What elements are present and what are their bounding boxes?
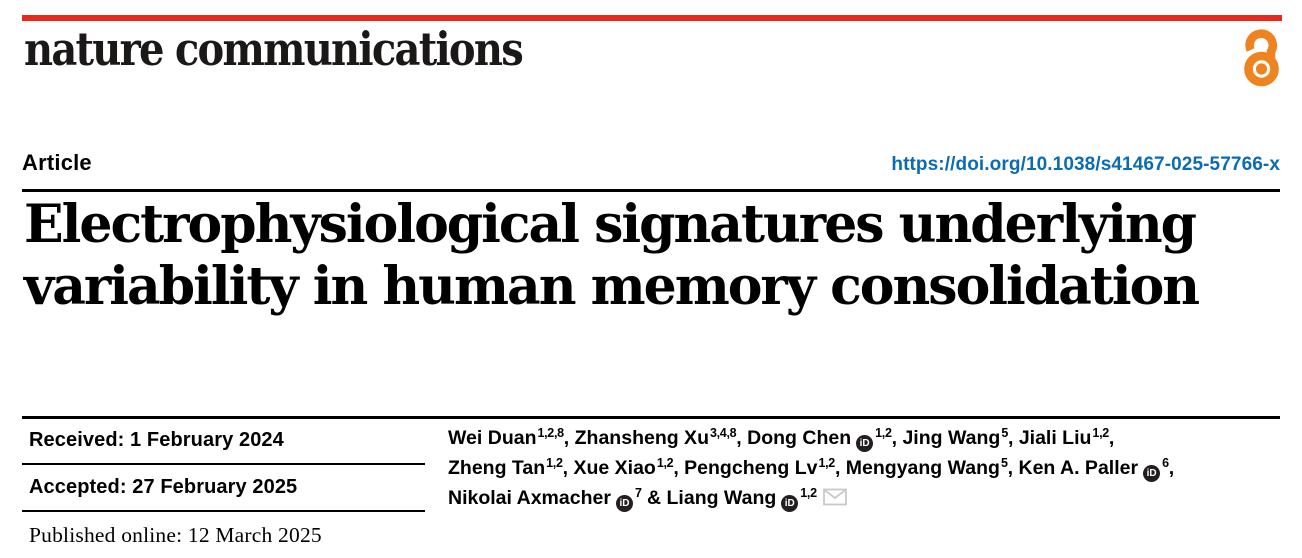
- published-online-date: Published online: 12 March 2025: [29, 522, 322, 547]
- article-history: Received: 1 February 2024 Accepted: 27 F…: [22, 418, 425, 558]
- email-icon[interactable]: [822, 488, 847, 506]
- journal-logo: nature communications: [24, 22, 524, 76]
- author-name: Mengyang Wang: [845, 457, 1000, 479]
- author-name: Dong Chen: [747, 427, 852, 449]
- accepted-date: Accepted: 27 February 2025: [22, 465, 425, 512]
- orcid-icon[interactable]: iD: [856, 435, 874, 452]
- orcid-icon[interactable]: iD: [615, 495, 633, 512]
- author-name: Jing Wang: [902, 427, 1001, 449]
- author-affiliation-sup: 3,4,8: [709, 426, 737, 440]
- article-title: Electrophysiological signatures underlyi…: [24, 194, 1282, 318]
- author-line: Wei Duan1,2,8, Zhansheng Xu3,4,8, Dong C…: [448, 423, 1286, 453]
- header-divider: [22, 189, 1280, 192]
- author-affiliation-sup: 6: [1162, 456, 1169, 470]
- author-line: Zheng Tan1,2, Xue Xiao1,2, Pengcheng Lv1…: [448, 453, 1286, 483]
- article-type-label: Article: [22, 150, 92, 175]
- author-affiliation-sup: 1,2: [875, 426, 892, 440]
- author-name: Ken A. Paller: [1018, 457, 1139, 479]
- author-affiliation-sup: 1,2: [1092, 426, 1109, 440]
- author-name: Wei Duan: [448, 427, 537, 449]
- title-line-1: Electrophysiological signatures underlyi…: [24, 194, 1197, 255]
- author-affiliation-sup: 1,2: [818, 456, 835, 470]
- author-name: Xue Xiao: [573, 457, 656, 479]
- author-name: Zheng Tan: [448, 457, 546, 479]
- doi-link[interactable]: https://doi.org/10.1038/s41467-025-57766…: [891, 154, 1280, 175]
- author-name: Liang Wang: [666, 487, 777, 509]
- author-name: Jiali Liu: [1018, 427, 1092, 449]
- title-line-2: variability in human memory consolidatio…: [24, 256, 1200, 317]
- author-affiliation-sup: 5: [1001, 426, 1008, 440]
- masthead-red-bar: [22, 15, 1282, 21]
- article-doi-row: Article https://doi.org/10.1038/s41467-0…: [22, 150, 1280, 186]
- author-list: Wei Duan1,2,8, Zhansheng Xu3,4,8, Dong C…: [448, 423, 1286, 513]
- orcid-icon[interactable]: iD: [1143, 465, 1161, 482]
- author-affiliation-sup: 5: [1000, 456, 1008, 470]
- author-name: Nikolai Axmacher: [448, 487, 611, 509]
- orcid-icon[interactable]: iD: [781, 495, 799, 512]
- section-top-divider: [22, 416, 1280, 419]
- author-affiliation-sup: 1,2: [546, 456, 563, 470]
- author-affiliation-sup: 1,2: [656, 456, 674, 470]
- author-affiliation-sup: 7: [634, 486, 642, 500]
- open-access-icon: [1244, 29, 1279, 87]
- author-affiliation-sup: 1,2,8: [537, 426, 564, 440]
- author-line: Nikolai Axmacher iD7 & Liang Wang iD1,2: [448, 483, 1286, 513]
- author-name: Pengcheng Lv: [684, 457, 818, 479]
- author-name: Zhansheng Xu: [574, 427, 709, 449]
- received-date: Received: 1 February 2024: [22, 418, 425, 465]
- author-affiliation-sup: 1,2: [800, 486, 817, 500]
